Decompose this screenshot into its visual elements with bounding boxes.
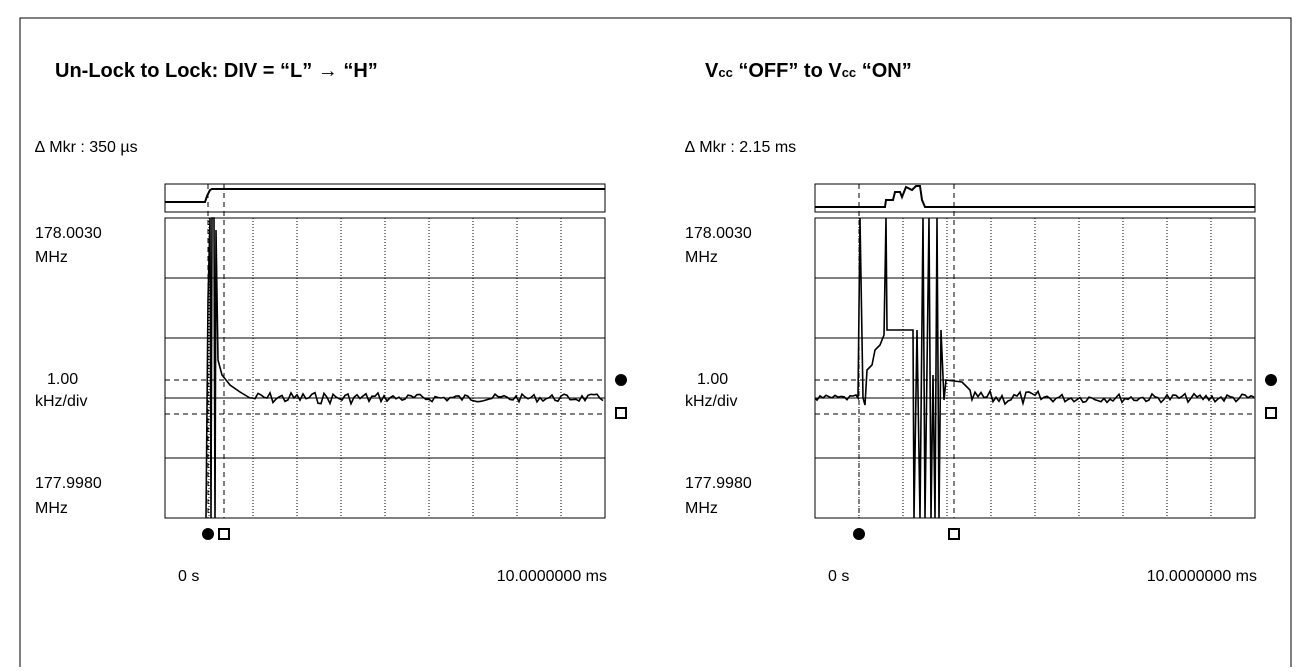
marker-square — [218, 528, 230, 540]
title-part: “ON” — [856, 60, 912, 82]
title-part: Un-Lock to Lock: DIV = “L” → “H” — [55, 60, 378, 82]
title-part: cc — [842, 65, 856, 80]
marker-readout: ∆ Mkr : 350 µs — [35, 139, 138, 156]
status-box — [164, 183, 606, 213]
y-unit: MHz — [685, 249, 718, 266]
status-trace — [815, 185, 1255, 208]
y-label: 177.9980 — [35, 475, 102, 492]
y-unit: kHz/div — [35, 393, 87, 410]
panel-title: Vcc “OFF” to Vcc “ON” — [705, 60, 912, 82]
y-label: 178.0030 — [685, 225, 752, 242]
marker-dot — [853, 528, 865, 540]
x-end: 10.0000000 ms — [497, 568, 607, 585]
y-unit: MHz — [685, 500, 718, 517]
frequency-trace — [814, 217, 1255, 519]
panel: Vcc “OFF” to Vcc “ON” ∆ Mkr : 2.15 ms 178.… — [685, 60, 1277, 585]
status-box — [814, 183, 1256, 213]
y-label: 178.0030 — [35, 225, 102, 242]
marker-dot — [615, 374, 627, 386]
status-trace — [165, 188, 605, 203]
marker-square — [948, 528, 960, 540]
panel: Un-Lock to Lock: DIV = “L” → “H” ∆ Mkr : … — [35, 60, 627, 585]
x-start: 0 s — [828, 568, 849, 585]
frame — [19, 17, 1292, 672]
frequency-trace — [205, 217, 604, 519]
y-unit: MHz — [35, 500, 68, 517]
marker-square — [615, 407, 627, 419]
y-label: 1.00 — [697, 371, 728, 388]
x-end: 10.0000000 ms — [1147, 568, 1257, 585]
title-part: V — [705, 60, 719, 82]
y-unit: MHz — [35, 249, 68, 266]
marker-readout: ∆ Mkr : 2.15 ms — [685, 139, 796, 156]
marker-square — [1265, 407, 1277, 419]
y-label: 177.9980 — [685, 475, 752, 492]
y-label: 1.00 — [47, 371, 78, 388]
y-unit: kHz/div — [685, 393, 737, 410]
title-part: cc — [718, 65, 732, 80]
marker-dot — [202, 528, 214, 540]
x-start: 0 s — [178, 568, 199, 585]
title-part: “OFF” to V — [733, 60, 843, 82]
panel-title: Un-Lock to Lock: DIV = “L” → “H” — [55, 60, 378, 82]
marker-dot — [1265, 374, 1277, 386]
